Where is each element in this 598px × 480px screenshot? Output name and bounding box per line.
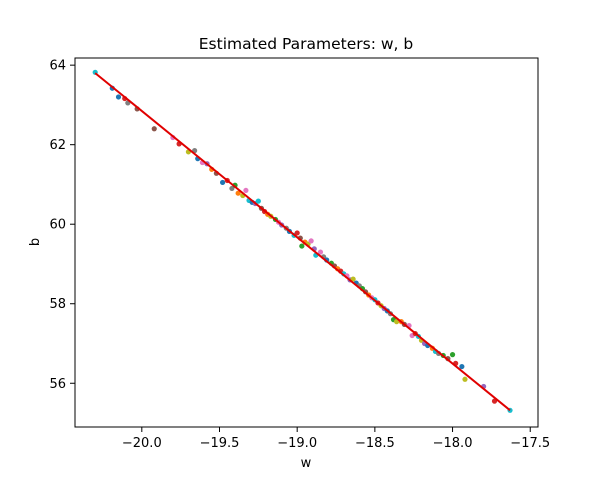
x-axis-label: w [301, 456, 312, 471]
x-axis: −20.0 −19.5 −19.0 −18.5 −18.0 −17.5 [122, 427, 550, 451]
data-point [308, 238, 314, 244]
x-tick-label: −19.5 [200, 436, 240, 451]
x-tick-label: −20.0 [122, 436, 162, 451]
data-point [350, 276, 356, 282]
y-tick-label: 60 [49, 218, 66, 233]
data-point [229, 185, 235, 192]
y-tick-label: 62 [49, 138, 66, 153]
x-tick-label: −18.0 [433, 436, 473, 451]
x-tick-label: −18.5 [355, 436, 395, 451]
y-axis-label: b [28, 238, 43, 246]
axes-frame [74, 57, 539, 428]
y-tick-label: 58 [49, 297, 66, 312]
data-point [220, 179, 226, 186]
x-tick-label: −17.5 [510, 436, 550, 451]
chart-title: Estimated Parameters: w, b [199, 35, 413, 53]
data-point [243, 187, 249, 194]
plot-area [92, 69, 513, 413]
data-point [115, 94, 122, 100]
data-point [317, 249, 324, 255]
y-axis: 56 58 60 62 64 [49, 59, 75, 392]
data-point [449, 352, 456, 358]
data-point [294, 230, 300, 236]
data-point [255, 198, 261, 204]
y-tick-label: 64 [49, 59, 66, 74]
fit-line [94, 72, 511, 412]
data-point [462, 376, 468, 382]
data-point [299, 243, 305, 249]
data-point [151, 126, 157, 132]
data-point [235, 190, 241, 196]
y-tick-label: 56 [49, 377, 66, 392]
data-point [459, 363, 465, 370]
x-tick-label: −19.0 [277, 436, 317, 451]
